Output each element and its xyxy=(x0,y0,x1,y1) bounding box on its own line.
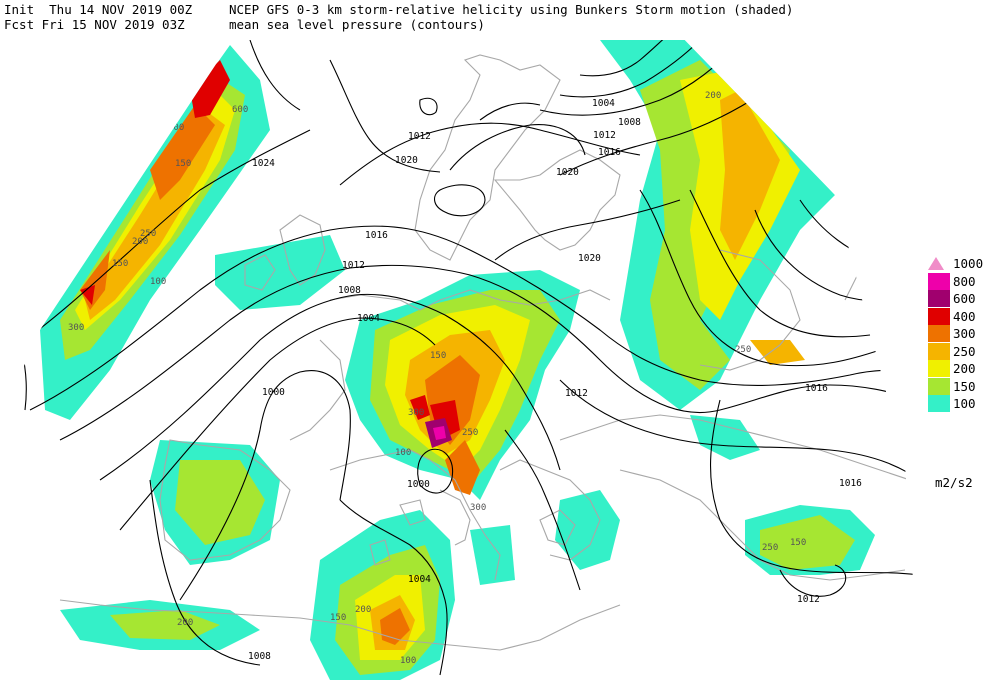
weather-map: 300 100 150 200 250 400 600 100 150 200 … xyxy=(0,40,920,680)
isobar-label: 1016 xyxy=(100,181,123,192)
forecast-time-label: Fcst Fri 15 NOV 2019 03Z xyxy=(4,17,185,32)
legend-swatch xyxy=(928,325,950,342)
helicity-label: 250 xyxy=(735,345,751,355)
chart-title-contours: mean sea level pressure (contours) xyxy=(229,17,485,32)
isobar-label: 1020 xyxy=(395,155,418,166)
isobar-label: 1004 xyxy=(408,574,431,585)
legend-row: 200 xyxy=(925,360,1000,377)
helicity-label: 150 xyxy=(790,538,806,548)
legend-swatch xyxy=(928,307,950,325)
isobar-label: 1016 xyxy=(839,478,862,489)
color-legend: 1000 800 600 400 300 250 200 150 100 xyxy=(925,255,1000,415)
legend-swatch xyxy=(928,257,944,270)
isobar-label: 1012 xyxy=(593,130,616,141)
helicity-label: 150 xyxy=(430,351,446,361)
isobar-label: 1004 xyxy=(357,313,380,324)
isobars xyxy=(0,40,920,676)
helicity-label: 300 xyxy=(408,408,424,418)
helicity-label: 100 xyxy=(400,656,416,666)
legend-row: 1000 xyxy=(925,255,1000,272)
isobar-label: 1012 xyxy=(342,260,365,271)
legend-label: 100 xyxy=(953,396,976,411)
legend-row: 400 xyxy=(925,307,1000,325)
legend-row: 800 xyxy=(925,272,1000,290)
isobar-label: 1024 xyxy=(252,158,275,169)
legend-row: 250 xyxy=(925,342,1000,360)
isobar-label: 1012 xyxy=(565,388,588,399)
helicity-label: 400 xyxy=(168,123,184,133)
isobar-label: 1000 xyxy=(407,479,430,490)
helicity-label: 200 xyxy=(355,605,371,615)
helicity-labels: 300 100 150 200 250 400 600 100 150 200 … xyxy=(30,91,806,666)
isobar-label: 1016 xyxy=(365,230,388,241)
helicity-label: 100 xyxy=(30,283,46,293)
helicity-label: 100 xyxy=(395,448,411,458)
legend-label: 150 xyxy=(953,378,976,394)
isobar-labels: 1024 1016 1016 1012 1012 1008 1004 1020 … xyxy=(100,98,862,662)
legend-label: 800 xyxy=(953,273,976,289)
helicity-label: 150 xyxy=(330,613,346,623)
legend-label: 200 xyxy=(953,361,976,376)
legend-swatch xyxy=(928,395,950,412)
legend-swatch xyxy=(928,377,950,395)
isobar-label: 1012 xyxy=(408,131,431,142)
init-time-label: Init Thu 14 NOV 2019 00Z xyxy=(4,2,193,17)
helicity-400-600-areas xyxy=(80,60,460,448)
isobar-label: 1020 xyxy=(556,167,579,178)
legend-row: 150 xyxy=(925,377,1000,395)
helicity-label: 200 xyxy=(177,618,193,628)
legend-swatch xyxy=(928,290,950,307)
isobar-label: 1008 xyxy=(618,117,641,128)
legend-label: 600 xyxy=(953,291,976,306)
isobar-label: 1016 xyxy=(598,147,621,158)
legend-row: 600 xyxy=(925,290,1000,307)
legend-swatch xyxy=(928,342,950,360)
isobar-label: 1020 xyxy=(578,253,601,264)
legend-row: 300 xyxy=(925,325,1000,342)
isobar-label: 1000 xyxy=(262,387,285,398)
map-domain: 300 100 150 200 250 400 600 100 150 200 … xyxy=(0,40,920,680)
legend-swatch xyxy=(928,272,950,290)
helicity-label: 200 xyxy=(132,237,148,247)
legend-units: m2/s2 xyxy=(935,475,973,490)
helicity-label: 150 xyxy=(175,159,191,169)
helicity-label: 150 xyxy=(112,259,128,269)
chart-header: Init Thu 14 NOV 2019 00Z Fcst Fri 15 NOV… xyxy=(0,0,920,40)
isobar-label: 1004 xyxy=(592,98,615,109)
legend-label: 1000 xyxy=(953,256,984,271)
helicity-label: 300 xyxy=(470,503,486,513)
chart-title-shaded: NCEP GFS 0-3 km storm-relative helicity … xyxy=(229,2,794,17)
legend-swatch xyxy=(928,360,950,377)
helicity-label: 100 xyxy=(150,277,166,287)
helicity-label: 300 xyxy=(68,323,84,333)
helicity-label: 200 xyxy=(705,91,721,101)
isobar-label: 1012 xyxy=(797,594,820,605)
isobar-label: 1008 xyxy=(248,651,271,662)
helicity-label: 250 xyxy=(462,428,478,438)
isobar-label: 1016 xyxy=(805,383,828,394)
helicity-label: 250 xyxy=(140,229,156,239)
helicity-label: 250 xyxy=(762,543,778,553)
legend-label: 300 xyxy=(953,326,976,341)
legend-row: 100 xyxy=(925,395,1000,412)
isobar-label: 1008 xyxy=(338,285,361,296)
helicity-label: 600 xyxy=(232,105,248,115)
legend-label: 400 xyxy=(953,308,976,324)
legend-label: 250 xyxy=(953,343,976,359)
